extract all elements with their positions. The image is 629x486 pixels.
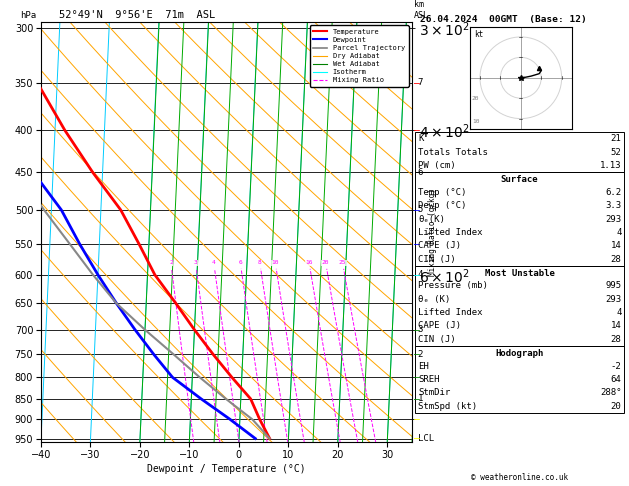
Text: 25: 25 [339, 260, 347, 265]
Text: 3: 3 [194, 260, 198, 265]
Text: CIN (J): CIN (J) [418, 335, 456, 344]
Text: EH: EH [418, 362, 429, 371]
Text: 4: 4 [418, 270, 423, 279]
Text: —: — [414, 78, 420, 88]
Legend: Temperature, Dewpoint, Parcel Trajectory, Dry Adiabat, Wet Adiabat, Isotherm, Mi: Temperature, Dewpoint, Parcel Trajectory… [310, 25, 408, 87]
Text: 8: 8 [258, 260, 262, 265]
Text: SREH: SREH [418, 375, 440, 384]
Text: 20: 20 [322, 260, 330, 265]
Text: Lifted Index: Lifted Index [418, 228, 483, 237]
Text: StmDir: StmDir [418, 388, 450, 398]
Text: —: — [414, 372, 420, 382]
Text: 5: 5 [418, 206, 423, 214]
Text: km
ASL: km ASL [414, 0, 429, 20]
Text: Dewp (°C): Dewp (°C) [418, 201, 467, 210]
Text: —: — [414, 349, 420, 359]
X-axis label: Dewpoint / Temperature (°C): Dewpoint / Temperature (°C) [147, 464, 306, 474]
Text: -2: -2 [611, 362, 621, 371]
Text: 1.13: 1.13 [600, 161, 621, 170]
Text: 52: 52 [611, 148, 621, 157]
Text: 1: 1 [418, 395, 423, 403]
Text: kt: kt [474, 30, 483, 39]
Text: CAPE (J): CAPE (J) [418, 321, 461, 330]
Text: Totals Totals: Totals Totals [418, 148, 488, 157]
Text: 7: 7 [418, 78, 423, 87]
Text: 28: 28 [611, 255, 621, 264]
Text: —: — [414, 239, 420, 249]
Text: —: — [414, 394, 420, 404]
Text: 10: 10 [272, 260, 279, 265]
Text: Pressure (mb): Pressure (mb) [418, 281, 488, 291]
Text: 21: 21 [611, 134, 621, 143]
Text: Lifted Index: Lifted Index [418, 308, 483, 317]
Text: Most Unstable: Most Unstable [484, 269, 555, 278]
Text: 293: 293 [605, 295, 621, 304]
Text: 28: 28 [611, 335, 621, 344]
Text: 6: 6 [238, 260, 242, 265]
Text: 14: 14 [611, 321, 621, 330]
Text: 14: 14 [611, 241, 621, 250]
Text: —: — [414, 205, 420, 215]
Text: 20: 20 [611, 401, 621, 411]
Text: 4: 4 [212, 260, 216, 265]
Text: 6: 6 [418, 168, 423, 177]
Text: 52°49'N  9°56'E  71m  ASL: 52°49'N 9°56'E 71m ASL [59, 10, 216, 20]
Text: Surface: Surface [501, 175, 538, 184]
Text: LCL: LCL [418, 434, 433, 443]
Text: 26.04.2024  00GMT  (Base: 12): 26.04.2024 00GMT (Base: 12) [420, 15, 587, 24]
Text: —: — [414, 434, 420, 444]
Text: 10: 10 [472, 119, 479, 123]
Text: 6.2: 6.2 [605, 188, 621, 197]
Text: 64: 64 [611, 375, 621, 384]
Text: 4: 4 [616, 228, 621, 237]
Text: 995: 995 [605, 281, 621, 291]
Text: Temp (°C): Temp (°C) [418, 188, 467, 197]
Text: hPa: hPa [21, 11, 36, 20]
Text: θₑ(K): θₑ(K) [418, 214, 445, 224]
Text: 2: 2 [169, 260, 173, 265]
Text: θₑ (K): θₑ (K) [418, 295, 450, 304]
Text: 293: 293 [605, 214, 621, 224]
Text: —: — [414, 270, 420, 280]
Text: —: — [414, 125, 420, 136]
Text: —: — [414, 325, 420, 335]
Text: CAPE (J): CAPE (J) [418, 241, 461, 250]
Text: 3.3: 3.3 [605, 201, 621, 210]
Text: 288°: 288° [600, 388, 621, 398]
Text: StmSpd (kt): StmSpd (kt) [418, 401, 477, 411]
Text: 16: 16 [305, 260, 313, 265]
Text: 2: 2 [418, 350, 423, 359]
Text: 4: 4 [616, 308, 621, 317]
Text: CIN (J): CIN (J) [418, 255, 456, 264]
Text: 20: 20 [472, 96, 479, 101]
Text: PW (cm): PW (cm) [418, 161, 456, 170]
Text: —: — [414, 414, 420, 424]
Text: 3: 3 [418, 325, 423, 334]
Text: Hodograph: Hodograph [496, 349, 543, 358]
Text: Mixing Ratio (g/kg): Mixing Ratio (g/kg) [428, 188, 437, 276]
Text: © weatheronline.co.uk: © weatheronline.co.uk [471, 473, 568, 482]
Text: K: K [418, 134, 424, 143]
